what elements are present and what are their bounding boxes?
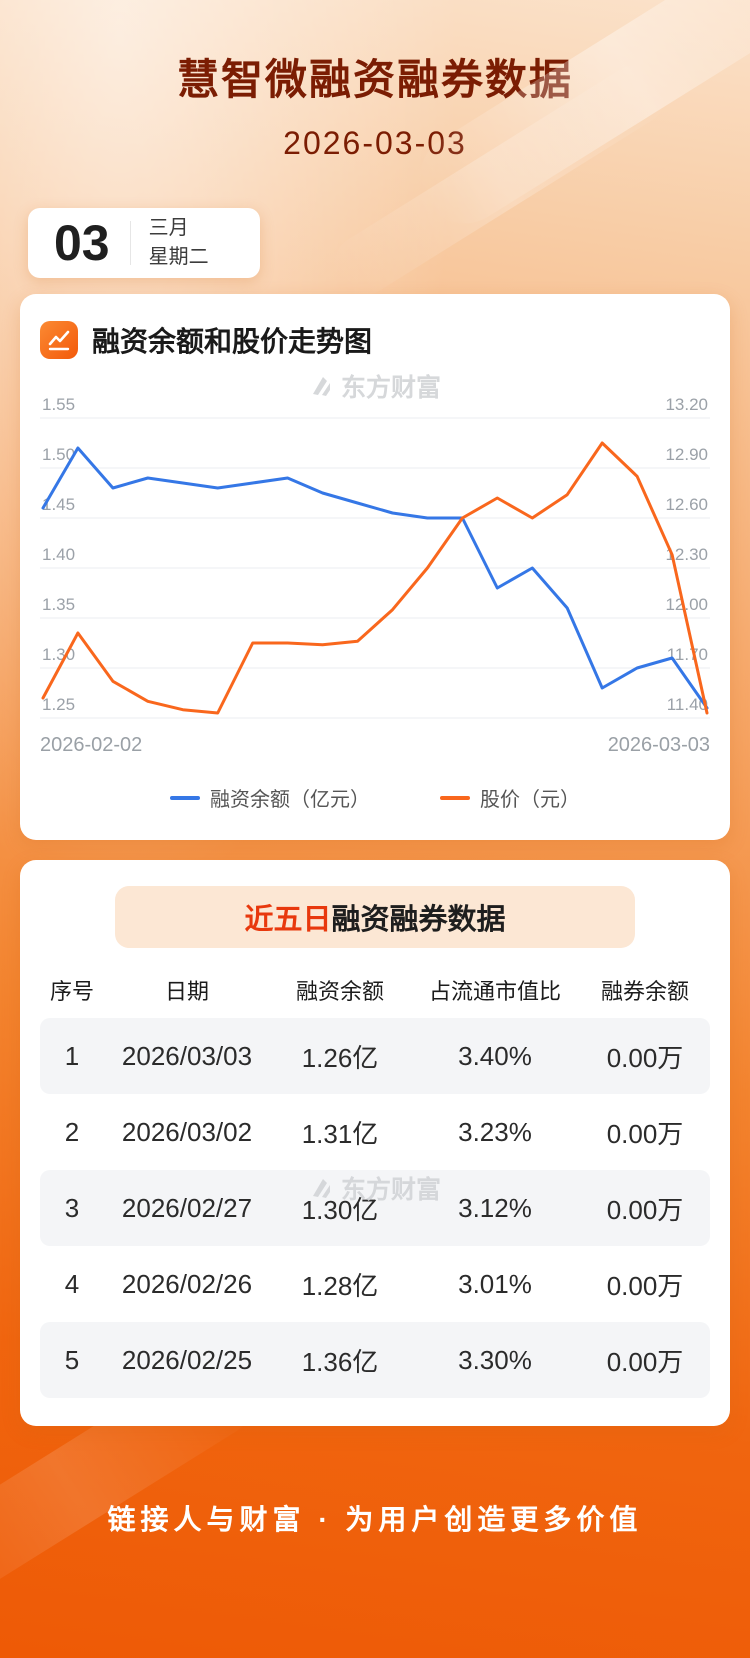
cell-short: 0.00万 [606, 1194, 684, 1225]
page-date: 2026-03-03 [283, 125, 467, 161]
legend-label: 股价（元） [480, 789, 580, 811]
chart-section-header: 融资余额和股价走势图 [40, 320, 710, 360]
svg-text:1.50: 1.50 [42, 445, 75, 464]
date-card: 03 三月 星期二 [28, 208, 260, 278]
col-header-short: 融券余额 [600, 979, 689, 1004]
legend-item-stock-price: 股价（元） [440, 783, 580, 812]
col-header-balance: 融资余额 [295, 979, 384, 1004]
svg-text:11.70: 11.70 [667, 645, 708, 664]
svg-text:12.90: 12.90 [665, 445, 708, 464]
chart-card: 融资余额和股价走势图 东方财富 1.55 13.20 1.50 12.90 1.45 12… [20, 294, 730, 840]
cell-date: 2026/02/25 [121, 1344, 253, 1375]
cell-balance: 1.31亿 [301, 1118, 379, 1149]
trend-chart: 1.55 13.20 1.50 12.90 1.45 12.60 1.40 12.30 1.35… [40, 395, 710, 719]
weekday-label: 星期二 [148, 246, 209, 268]
svg-text:1.55: 1.55 [42, 395, 75, 414]
cell-short: 0.00万 [606, 1346, 684, 1377]
svg-text:12.00: 12.00 [665, 595, 708, 614]
cell-short: 0.00万 [606, 1118, 684, 1149]
table-row: 1 2026/03/03 1.26亿 3.40% 0.00万 [40, 1018, 710, 1094]
cell-ratio: 3.23% [458, 1116, 532, 1147]
watermark-text: 东方财富 [340, 1176, 442, 1204]
table-title-rest: 融资融券数据 [331, 904, 506, 936]
cell-date: 2026/02/26 [121, 1268, 253, 1299]
cell-balance: 1.36亿 [301, 1346, 379, 1377]
cell-no: 1 [64, 1040, 80, 1071]
legend-item-margin-balance: 融资余额（亿元） [170, 783, 370, 812]
svg-text:11.40: 11.40 [667, 695, 708, 714]
x-end-label: 2026-03-03 [607, 734, 710, 756]
table-row: 3 2026/02/27 1.30亿 3.12% 0.00万 [40, 1170, 710, 1246]
chart-area: 东方财富 1.55 13.20 1.50 12.90 1.45 12.60 1.40 12.3… [40, 374, 710, 724]
cell-no: 4 [64, 1268, 80, 1299]
cell-ratio: 3.40% [458, 1040, 532, 1071]
table-card: 近五日 融资融券数据 东方财富 序号 日期 融资余额 占流通市值比 融券余额 1… [20, 860, 730, 1426]
cell-balance: 1.28亿 [301, 1270, 379, 1301]
eastmoney-logo-icon [312, 1179, 330, 1198]
cell-ratio: 3.01% [458, 1268, 532, 1299]
legend-label: 融资余额（亿元） [210, 789, 370, 811]
svg-text:12.60: 12.60 [665, 495, 708, 514]
svg-text:1.25: 1.25 [42, 695, 75, 714]
x-axis-labels: 2026-02-02 2026-03-03 [40, 734, 710, 757]
table-title-highlight: 近五日 [244, 904, 332, 936]
svg-text:13.20: 13.20 [665, 395, 708, 414]
eastmoney-logo-icon [312, 377, 330, 396]
svg-text:1.35: 1.35 [42, 595, 75, 614]
cell-balance: 1.26亿 [301, 1042, 379, 1073]
svg-text:1.30: 1.30 [42, 645, 75, 664]
trend-chart-icon [40, 321, 78, 359]
svg-text:1.40: 1.40 [42, 545, 75, 564]
cell-ratio: 3.30% [458, 1344, 532, 1375]
month-label: 三月 [148, 217, 189, 239]
cell-no: 5 [64, 1344, 80, 1375]
chart-legend: 融资余额（亿元） 股价（元） [40, 783, 710, 816]
table-row: 5 2026/02/25 1.36亿 3.30% 0.00万 [40, 1322, 710, 1398]
svg-text:12.30: 12.30 [665, 545, 708, 564]
cell-short: 0.00万 [606, 1042, 684, 1073]
col-header-date: 日期 [164, 979, 209, 1004]
watermark-text: 东方财富 [340, 374, 442, 402]
col-header-ratio: 占流通市值比 [428, 979, 561, 1004]
day-number: 03 [54, 215, 110, 271]
table-header-row: 序号 日期 融资余额 占流通市值比 融券余额 [40, 962, 710, 1018]
legend-swatch-orange [440, 795, 470, 800]
cell-date: 2026/03/03 [121, 1040, 253, 1071]
svg-text:1.45: 1.45 [42, 495, 75, 514]
cell-balance: 1.30亿 [301, 1194, 379, 1225]
watermark: 东方财富 [309, 1170, 441, 1206]
x-start-label: 2026-02-02 [40, 734, 143, 756]
cell-no: 2 [64, 1116, 80, 1147]
col-header-no: 序号 [49, 979, 94, 1004]
divider [129, 221, 131, 265]
cell-date: 2026/03/02 [121, 1116, 253, 1147]
legend-swatch-blue [170, 795, 200, 800]
table-row: 4 2026/02/26 1.28亿 3.01% 0.00万 [40, 1246, 710, 1322]
table-row: 2 2026/03/02 1.31亿 3.23% 0.00万 [40, 1094, 710, 1170]
table-title-pill: 近五日 融资融券数据 [115, 886, 635, 948]
cell-no: 3 [64, 1192, 80, 1223]
watermark: 东方财富 [309, 368, 441, 404]
month-weekday: 三月 星期二 [131, 214, 209, 272]
cell-short: 0.00万 [606, 1270, 684, 1301]
cell-ratio: 3.12% [458, 1192, 532, 1223]
chart-section-title: 融资余额和股价走势图 [92, 326, 373, 357]
cell-date: 2026/02/27 [121, 1192, 253, 1223]
page-title: 慧智微融资融券数据 [176, 56, 573, 103]
footer-slogan: 链接人与财富 · 为用户创造更多价值 [107, 1504, 643, 1535]
